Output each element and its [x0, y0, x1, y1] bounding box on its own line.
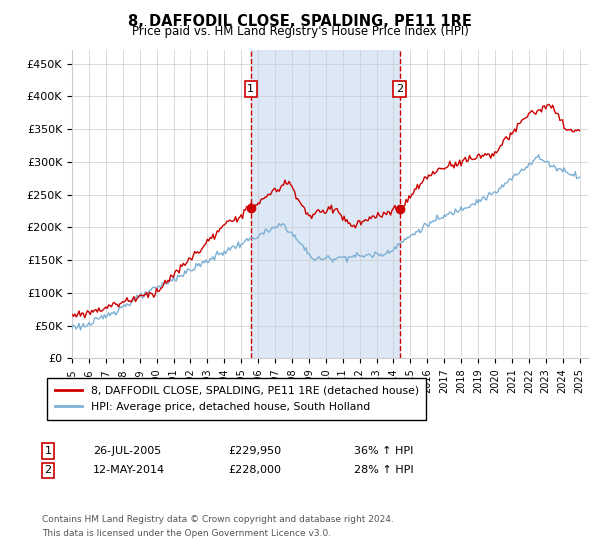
- Legend: 8, DAFFODIL CLOSE, SPALDING, PE11 1RE (detached house), HPI: Average price, deta: 8, DAFFODIL CLOSE, SPALDING, PE11 1RE (d…: [47, 378, 427, 420]
- Text: 8, DAFFODIL CLOSE, SPALDING, PE11 1RE: 8, DAFFODIL CLOSE, SPALDING, PE11 1RE: [128, 14, 472, 29]
- Text: 1: 1: [44, 446, 52, 456]
- Text: £229,950: £229,950: [228, 446, 281, 456]
- Text: 12-MAY-2014: 12-MAY-2014: [93, 465, 165, 475]
- Text: 2: 2: [44, 465, 52, 475]
- Text: 36% ↑ HPI: 36% ↑ HPI: [354, 446, 413, 456]
- Bar: [251, 50, 400, 358]
- Text: Contains HM Land Registry data © Crown copyright and database right 2024.: Contains HM Land Registry data © Crown c…: [42, 515, 394, 524]
- Text: Price paid vs. HM Land Registry's House Price Index (HPI): Price paid vs. HM Land Registry's House …: [131, 25, 469, 38]
- Text: 26-JUL-2005: 26-JUL-2005: [93, 446, 161, 456]
- Text: £228,000: £228,000: [228, 465, 281, 475]
- Text: 1: 1: [247, 84, 254, 94]
- Text: This data is licensed under the Open Government Licence v3.0.: This data is licensed under the Open Gov…: [42, 529, 331, 538]
- Text: 28% ↑ HPI: 28% ↑ HPI: [354, 465, 413, 475]
- Text: 2: 2: [396, 84, 403, 94]
